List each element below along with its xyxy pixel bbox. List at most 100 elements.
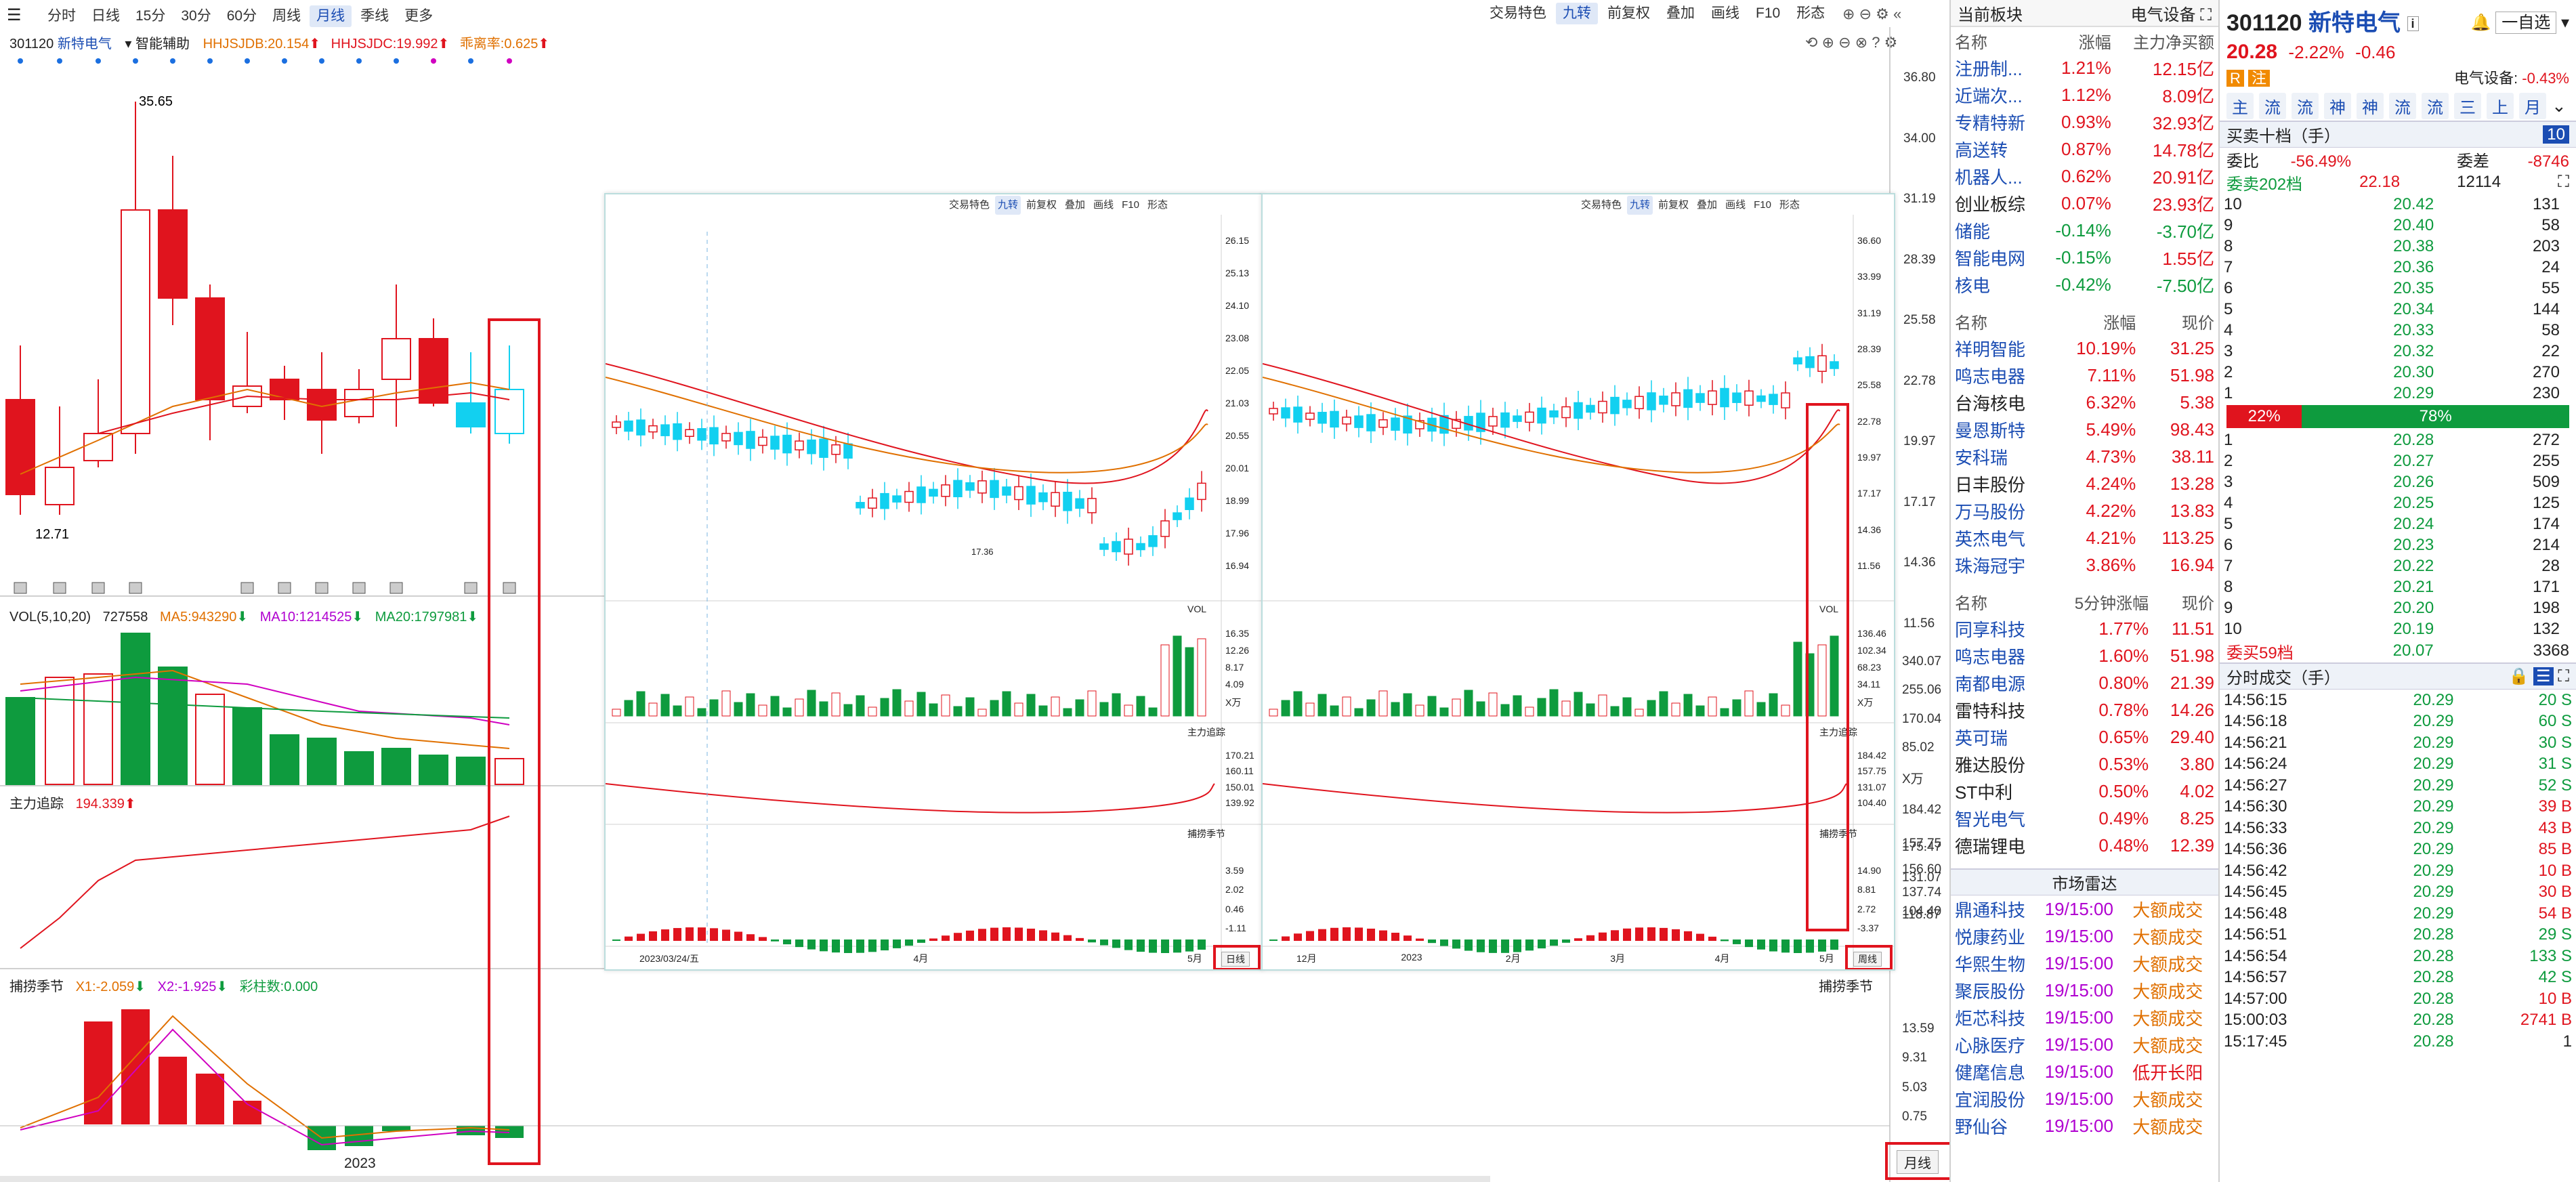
radar-name[interactable]: 聚辰股份 bbox=[1955, 981, 2026, 1002]
month-button[interactable]: 月线 bbox=[1897, 1150, 1939, 1174]
overlay-toolbar-btn-3[interactable]: 叠加 bbox=[1697, 199, 1718, 211]
radar-row[interactable]: 野仙谷 19/15:00 大额成交 bbox=[1951, 1112, 2218, 1139]
orderbook-row[interactable]: 9 20.20 198 bbox=[2220, 597, 2576, 618]
orderbook-row[interactable]: 7 20.22 28 bbox=[2220, 555, 2576, 576]
overlay-toolbar-btn-0[interactable]: 交易特色 bbox=[949, 199, 990, 211]
table-header-cell[interactable]: 涨幅 bbox=[2103, 314, 2136, 333]
assist-label[interactable]: 智能辅助 bbox=[135, 37, 190, 51]
sector-header-right[interactable]: 电气设备 bbox=[2130, 5, 2196, 24]
period-tab-0[interactable]: 分时 bbox=[47, 8, 76, 24]
orderbook-row[interactable]: 9 20.40 58 bbox=[2220, 215, 2576, 236]
horizontal-scrollbar[interactable] bbox=[0, 1176, 1490, 1182]
info-icon[interactable]: i bbox=[2407, 16, 2419, 32]
radar-name[interactable]: 炬芯科技 bbox=[1955, 1008, 2026, 1029]
orderbook-count[interactable]: 10 bbox=[2543, 125, 2569, 144]
table-row[interactable]: 南都电源 0.80% 21.39 bbox=[1951, 669, 2218, 696]
table-row[interactable]: 雷特科技 0.78% 14.26 bbox=[1951, 696, 2218, 723]
overlay-toolbar-btn-3[interactable]: 叠加 bbox=[1065, 199, 1086, 211]
overlay-toolbar-btn-1[interactable]: 九转 bbox=[995, 196, 1021, 215]
toolbar-btn-0[interactable]: 交易特色 bbox=[1490, 5, 1546, 21]
stock-name[interactable]: 新特电气 bbox=[57, 37, 112, 51]
expand-icon[interactable]: ⛶ bbox=[2558, 173, 2569, 191]
orderbook-row[interactable]: 6 20.23 214 bbox=[2220, 534, 2576, 555]
table-header-cell[interactable]: 名称 bbox=[1955, 314, 1987, 333]
table-row[interactable]: 德瑞锂电 0.48% 12.39 bbox=[1951, 832, 2218, 859]
orderbook-row[interactable]: 6 20.35 55 bbox=[2220, 278, 2576, 299]
overlay-toolbar-btn-4[interactable]: 画线 bbox=[1093, 199, 1114, 211]
orderbook-row[interactable]: 1 20.28 272 bbox=[2220, 429, 2576, 450]
period-tab-6[interactable]: 月线 bbox=[310, 5, 352, 27]
table-row[interactable]: 台海核电 6.32% 5.38 bbox=[1951, 389, 2218, 416]
quote-tab-5[interactable]: 流 bbox=[2389, 92, 2416, 119]
orderbook-row[interactable]: 5 20.34 144 bbox=[2220, 299, 2576, 320]
period-tab-7[interactable]: 季线 bbox=[360, 8, 389, 24]
table-row[interactable]: 雅达股份 0.53% 3.80 bbox=[1951, 751, 2218, 778]
table-row[interactable]: 英可瑞 0.65% 29.40 bbox=[1951, 723, 2218, 751]
toolbar-btn-5[interactable]: F10 bbox=[1756, 5, 1781, 21]
orderbook-row[interactable]: 7 20.36 24 bbox=[2220, 257, 2576, 278]
expand-icon[interactable]: ⛶ bbox=[2558, 667, 2569, 685]
close-icon[interactable]: ⊗ bbox=[1855, 34, 1868, 51]
table-header-cell[interactable]: 涨幅 bbox=[2078, 33, 2111, 52]
table-header-cell[interactable]: 5分钟涨幅 bbox=[2074, 594, 2149, 613]
table-row[interactable]: 同享科技 1.77% 11.51 bbox=[1951, 615, 2218, 642]
period-tab-2[interactable]: 15分 bbox=[135, 8, 166, 24]
overlay-toolbar-btn-1[interactable]: 九转 bbox=[1627, 196, 1653, 215]
quote-tab-7[interactable]: 三 bbox=[2454, 92, 2481, 119]
table-row[interactable]: 珠海冠宇 3.86% 16.94 bbox=[1951, 551, 2218, 578]
quote-tab-3[interactable]: 神 bbox=[2324, 92, 2351, 119]
orderbook-row[interactable]: 3 20.26 509 bbox=[2220, 471, 2576, 492]
collapse-icon[interactable]: « bbox=[1893, 5, 1902, 22]
minus-icon[interactable]: ⊖ bbox=[1838, 34, 1851, 51]
radar-name[interactable]: 健麾信息 bbox=[1955, 1062, 2026, 1083]
overlay-period-button[interactable]: 周线 bbox=[1853, 952, 1882, 967]
quote-tab-2[interactable]: 流 bbox=[2292, 92, 2319, 119]
table-row[interactable]: 储能 -0.14% -3.70亿 bbox=[1951, 217, 2218, 244]
orderbook-row[interactable]: 8 20.38 203 bbox=[2220, 236, 2576, 257]
chevron-down-icon[interactable]: ▾ bbox=[2560, 13, 2569, 32]
gear-icon[interactable]: ⚙ bbox=[1876, 5, 1889, 22]
radar-name[interactable]: 鼎通科技 bbox=[1955, 900, 2026, 921]
expand-icon[interactable]: ⛶ bbox=[2200, 5, 2212, 24]
orderbook-row[interactable]: 2 20.30 270 bbox=[2220, 362, 2576, 383]
table-row[interactable]: 注册制... 1.21% 12.15亿 bbox=[1951, 54, 2218, 81]
table-row[interactable]: 智能电网 -0.15% 1.55亿 bbox=[1951, 244, 2218, 271]
table-row[interactable]: 智光电气 0.49% 8.25 bbox=[1951, 805, 2218, 832]
overlay-toolbar-btn-5[interactable]: F10 bbox=[1754, 199, 1771, 211]
overlay-toolbar-btn-2[interactable]: 前复权 bbox=[1026, 199, 1057, 211]
orderbook-row[interactable]: 8 20.21 171 bbox=[2220, 576, 2576, 597]
table-row[interactable]: 万马股份 4.22% 13.83 bbox=[1951, 497, 2218, 524]
toolbar-btn-1[interactable]: 九转 bbox=[1556, 3, 1598, 24]
table-row[interactable]: 日丰股份 4.24% 13.28 bbox=[1951, 470, 2218, 497]
menu-icon[interactable]: ☰ bbox=[7, 6, 22, 24]
overlay-toolbar-btn-6[interactable]: 形态 bbox=[1779, 199, 1800, 211]
table-row[interactable]: 英杰电气 4.21% 113.25 bbox=[1951, 524, 2218, 551]
radar-row[interactable]: 炬芯科技 19/15:00 大额成交 bbox=[1951, 1004, 2218, 1031]
table-row[interactable]: 鸣志电器 1.60% 51.98 bbox=[1951, 642, 2218, 669]
quote-tab-1[interactable]: 流 bbox=[2259, 92, 2286, 119]
refresh-icon[interactable]: ⟲ bbox=[1805, 34, 1818, 51]
radar-row[interactable]: 聚辰股份 19/15:00 大额成交 bbox=[1951, 977, 2218, 1004]
toolbar-btn-2[interactable]: 前复权 bbox=[1607, 5, 1650, 21]
table-header-cell[interactable]: 名称 bbox=[1955, 33, 1987, 52]
radar-row[interactable]: 宜润股份 19/15:00 大额成交 bbox=[1951, 1085, 2218, 1112]
period-tab-1[interactable]: 日线 bbox=[91, 8, 120, 24]
radar-name[interactable]: 悦康药业 bbox=[1955, 927, 2026, 948]
period-tab-4[interactable]: 60分 bbox=[226, 8, 257, 24]
radar-name[interactable]: 心脉医疗 bbox=[1955, 1035, 2026, 1056]
period-tab-5[interactable]: 周线 bbox=[272, 8, 301, 24]
self-select-button[interactable]: 一自选 bbox=[2495, 11, 2557, 34]
radar-row[interactable]: 心脉医疗 19/15:00 大额成交 bbox=[1951, 1031, 2218, 1058]
minus-icon[interactable]: ⊖ bbox=[1859, 5, 1872, 22]
overlay-toolbar-btn-2[interactable]: 前复权 bbox=[1658, 199, 1689, 211]
orderbook-row[interactable]: 10 20.19 132 bbox=[2220, 618, 2576, 639]
chevron-down-icon[interactable]: ⌄ bbox=[2552, 95, 2567, 116]
overlay-toolbar-btn-6[interactable]: 形态 bbox=[1147, 199, 1168, 211]
table-row[interactable]: ST中利 0.50% 4.02 bbox=[1951, 778, 2218, 805]
orderbook-row[interactable]: 1 20.29 230 bbox=[2220, 383, 2576, 404]
toolbar-btn-4[interactable]: 画线 bbox=[1711, 5, 1739, 21]
lock-icon[interactable]: 🔒 bbox=[2508, 667, 2529, 685]
table-header-cell[interactable]: 现价 bbox=[2182, 314, 2214, 333]
help-icon[interactable]: ? bbox=[1872, 34, 1880, 51]
orderbook-row[interactable]: 4 20.25 125 bbox=[2220, 492, 2576, 513]
